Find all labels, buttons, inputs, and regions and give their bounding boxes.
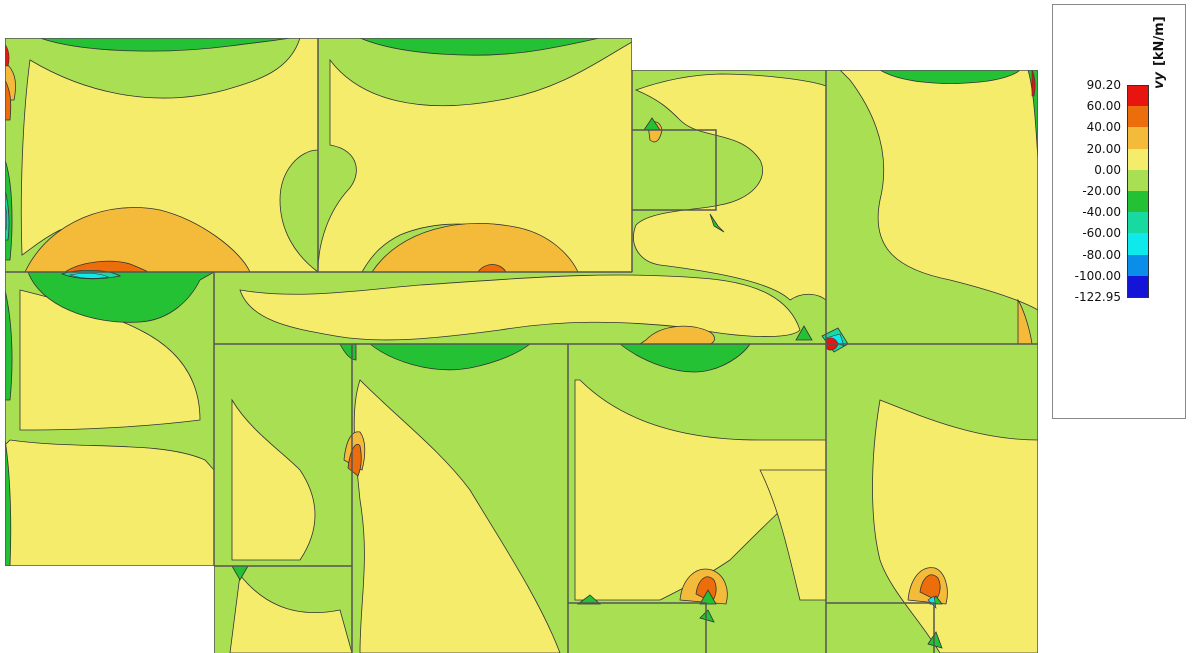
legend-tick-label: -20.00 bbox=[1082, 184, 1121, 198]
legend-color-band bbox=[1127, 254, 1149, 276]
legend-tick-label: -122.95 bbox=[1074, 290, 1121, 304]
contour-plot bbox=[5, 38, 1038, 653]
color-legend: vy [kN/m] 90.20 60.00 40.00 20.00 0.00 -20.00… bbox=[1052, 4, 1186, 419]
legend-tick-label: -40.00 bbox=[1082, 205, 1121, 220]
legend-color-band bbox=[1127, 85, 1149, 108]
legend-color-band bbox=[1127, 169, 1149, 191]
legend-tick-label: 0.00 bbox=[1094, 162, 1121, 177]
legend-color-band bbox=[1127, 275, 1149, 298]
panel-edges bbox=[5, 38, 1038, 653]
unit-text: [kN/m] bbox=[1151, 16, 1167, 67]
legend-tick-label: 40.00 bbox=[1086, 120, 1121, 135]
legend-tick-label: 20.00 bbox=[1086, 141, 1121, 156]
legend-tick-label: -60.00 bbox=[1082, 226, 1121, 241]
quantity-symbol: vy bbox=[1151, 72, 1167, 89]
legend-color-band bbox=[1127, 127, 1149, 149]
legend-tick-label: 60.00 bbox=[1086, 99, 1121, 114]
legend-color-band bbox=[1127, 212, 1149, 234]
legend-color-band bbox=[1127, 148, 1149, 170]
legend-tick-label: 90.20 bbox=[1086, 78, 1121, 92]
legend-color-band bbox=[1127, 191, 1149, 213]
legend-tick-label: -80.00 bbox=[1082, 247, 1121, 262]
legend-color-band bbox=[1127, 233, 1149, 255]
contour-band-neg40-neg20 bbox=[5, 38, 1038, 649]
legend-tick-label: -100.00 bbox=[1074, 268, 1121, 283]
legend-color-band bbox=[1127, 106, 1149, 128]
legend-unit-label: vy [kN/m] bbox=[1149, 16, 1169, 89]
